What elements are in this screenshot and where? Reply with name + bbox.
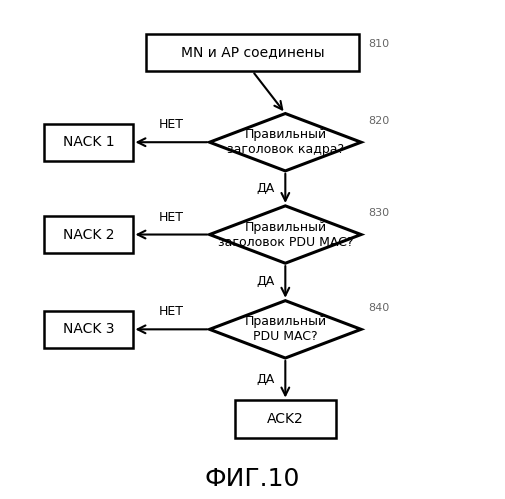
Polygon shape (210, 206, 361, 263)
FancyBboxPatch shape (44, 216, 132, 253)
Text: 820: 820 (369, 116, 390, 126)
Text: MN и AP соединены: MN и AP соединены (181, 45, 324, 59)
Text: ДА: ДА (256, 182, 274, 195)
Text: Правильный
заголовок кадра?: Правильный заголовок кадра? (227, 128, 344, 156)
Text: НЕТ: НЕТ (159, 211, 184, 224)
Text: NACK 1: NACK 1 (63, 135, 114, 149)
Polygon shape (210, 300, 361, 358)
FancyBboxPatch shape (235, 400, 336, 438)
Text: ACK2: ACK2 (267, 412, 304, 426)
FancyBboxPatch shape (44, 310, 132, 348)
Text: ДА: ДА (256, 373, 274, 386)
FancyBboxPatch shape (146, 34, 359, 71)
Text: Правильный
заголовок PDU MAC?: Правильный заголовок PDU MAC? (218, 221, 353, 249)
Text: НЕТ: НЕТ (159, 305, 184, 318)
Text: NACK 3: NACK 3 (63, 322, 114, 336)
Text: NACK 2: NACK 2 (63, 228, 114, 242)
FancyBboxPatch shape (44, 124, 132, 161)
Text: 840: 840 (369, 303, 390, 313)
Text: 810: 810 (369, 39, 390, 49)
Polygon shape (210, 114, 361, 171)
Text: ДА: ДА (256, 275, 274, 288)
Text: ФИГ.10: ФИГ.10 (205, 467, 300, 491)
Text: 830: 830 (369, 209, 390, 219)
Text: Правильный
PDU MAC?: Правильный PDU MAC? (244, 315, 326, 343)
Text: НЕТ: НЕТ (159, 118, 184, 131)
